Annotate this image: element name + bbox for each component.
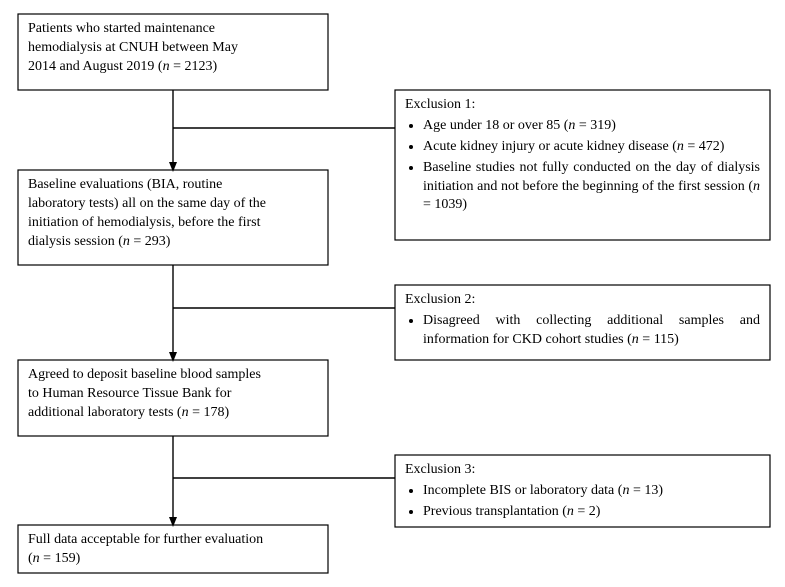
exclusion-text: Exclusion 2:Disagreed with collecting ad… <box>395 285 770 358</box>
flow-text: Agreed to deposit baseline blood samples… <box>18 360 328 429</box>
exclusion-text: Exclusion 1:Age under 18 or over 85 (n =… <box>395 90 770 223</box>
exclusion-text: Exclusion 3:Incomplete BIS or laboratory… <box>395 455 770 527</box>
flow-text: Patients who started maintenancehemodial… <box>18 14 328 83</box>
flow-text: Full data acceptable for further evaluat… <box>18 525 328 573</box>
flow-text: Baseline evaluations (BIA, routinelabora… <box>18 170 328 258</box>
